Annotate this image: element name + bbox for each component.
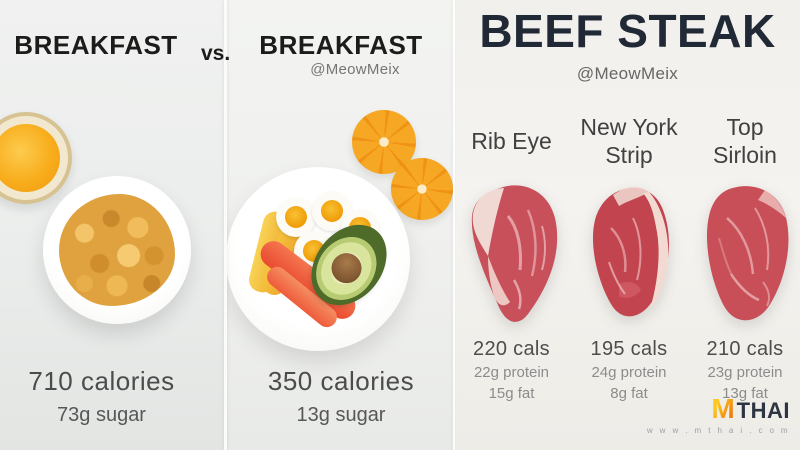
orange-juice [0,124,60,192]
breakfast-plate [227,167,410,351]
cut-protein: 22g protein [473,364,550,381]
cereal-flakes [59,194,175,306]
cereal-breakfast-panel: BREAKFAST 710 calories 73g sugar [0,0,227,450]
cut-column-newyork-strip: New York Strip 195 cals [568,112,690,404]
cut-name: Rib Eye [471,127,552,154]
cut-name: New York Strip [580,113,678,168]
healthy-breakfast-panel: BREAKFAST @MeowMeix 350 calories 13g sug… [227,0,455,450]
instagram-handle: @MeowMeix [576,64,679,83]
calories-label: 710 calories [28,366,175,396]
instagram-handle: @MeowMeix [310,61,400,78]
mthai-watermark: M THAI w w w . m t h a i . c o m [646,393,790,436]
cut-fat: 15g fat [488,385,535,403]
newyork-strip-steak-image [581,178,677,332]
cut-fat: 8g fat [610,385,648,403]
calories-label: 350 calories [267,366,415,396]
cut-cals: 220 cals [473,338,550,360]
cereal-bowl [43,176,191,324]
mthai-logo-text: THAI [736,398,790,423]
cut-name: Top Sirloin [713,113,777,168]
orange-half [391,158,453,220]
cereal-nutrition: 710 calories 73g sugar [0,366,215,427]
egg-yolk [320,199,344,223]
orange-juice-glass [0,112,72,204]
healthy-nutrition: 350 calories 13g sugar [227,366,455,427]
top-sirloin-steak-image [697,178,793,332]
mthai-logo-m-icon: M [711,393,735,424]
panel-title-left: BREAKFAST [14,30,178,60]
beef-steak-panel: BEEF STEAK @MeowMeix Rib Eye [455,0,800,450]
cut-protein: 24g protein [591,364,667,381]
cut-protein: 23g protein [707,364,783,381]
sugar-label: 73g sugar [57,404,146,426]
cut-nutrition: 220 cals 22g protein 15g fat [473,338,550,404]
panel-title-right: BEEF STEAK [479,5,776,57]
ribeye-steak-image [460,178,564,332]
egg-yolk [284,205,308,229]
cut-fat: 13g fat [722,385,768,403]
boiled-egg-half [312,191,352,231]
panel-divider [224,0,227,450]
vs-label: vs. [201,42,231,65]
panel-divider [453,0,455,450]
mthai-url: w w w . m t h a i . c o m [646,426,790,435]
cut-cals: 195 cals [590,338,668,360]
cut-nutrition: 195 cals 24g protein 8g fat [591,338,668,404]
sugar-label: 13g sugar [296,404,386,426]
cut-nutrition: 210 cals 23g protein 13g fat [707,338,784,404]
cut-column-ribeye: Rib Eye 220 cals 22g protein [455,112,568,404]
steak-cuts-row: Rib Eye 220 cals 22g protein [455,112,800,404]
cut-column-top-sirloin: Top Sirloin 210 cals [690,112,800,404]
avocado-pit [325,247,368,290]
panel-title-middle: BREAKFAST [259,30,423,60]
cut-cals: 210 cals [706,338,784,360]
boiled-egg-half [276,197,316,237]
